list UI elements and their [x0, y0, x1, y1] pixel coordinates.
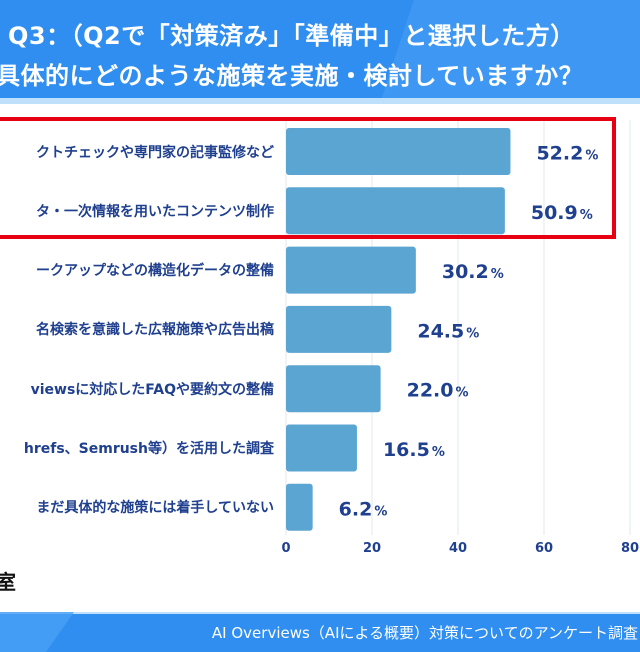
source-note: 室 [0, 570, 16, 594]
category-label: viewsに対応したFAQや要約文の整備 [30, 381, 274, 398]
data-label: 22.0% [407, 380, 469, 402]
bar [286, 128, 511, 175]
data-label: 50.9% [531, 202, 593, 224]
data-label: 30.2% [442, 261, 504, 283]
footer-caption: AI Overviews（AIによる概要）対策についてのアンケート調査 [211, 624, 638, 642]
x-tick-label: 0 [281, 541, 290, 556]
header-strip [0, 98, 640, 104]
category-label: ークアップなどの構造化データの整備 [36, 263, 274, 280]
bar [286, 365, 381, 413]
bar [286, 246, 416, 294]
data-label: 24.5% [417, 320, 479, 342]
x-tick-label: 80 [621, 541, 639, 556]
chart-title-line2: 具体的にどのような施策を実施・検討していますか？ [0, 62, 584, 90]
highlight-box [0, 117, 616, 239]
x-tick-label: 20 [363, 541, 381, 556]
bar [286, 305, 392, 353]
footer-shine [0, 612, 75, 652]
x-tick-label: 40 [449, 541, 467, 556]
bar [286, 483, 313, 531]
category-label: 名検索を意識した広報施策や広告出稿 [36, 322, 274, 339]
category-label: まだ具体的な施策には着手していない [36, 500, 274, 517]
x-tick-label: 60 [535, 541, 553, 556]
chart-title-line1: Q3：（Q2で「対策済み」「準備中」と選択した方） [8, 22, 575, 50]
data-label: 6.2% [339, 498, 388, 520]
category-label: タ・一次情報を用いたコンテンツ制作 [36, 203, 274, 220]
footer-banner: AI Overviews（AIによる概要）対策についてのアンケート調査 [0, 612, 640, 652]
header-banner: Q3：（Q2で「対策済み」「準備中」と選択した方） 具体的にどのような施策を実施… [0, 0, 640, 104]
bar [286, 187, 505, 235]
data-label: 16.5% [383, 439, 445, 461]
category-label: クトチェックや専門家の記事監修など [36, 144, 274, 161]
bar [286, 424, 357, 472]
footer-topline [0, 612, 640, 614]
bar-chart: 0 20 40 60 80 52.2 % 50.9 % 30.2 % 24.5 % 22.0 % 16.5 % 6… [281, 120, 639, 556]
data-label: 52.2% [536, 143, 598, 165]
category-label: hrefs、Semrush等）を活用した調査 [23, 441, 274, 457]
